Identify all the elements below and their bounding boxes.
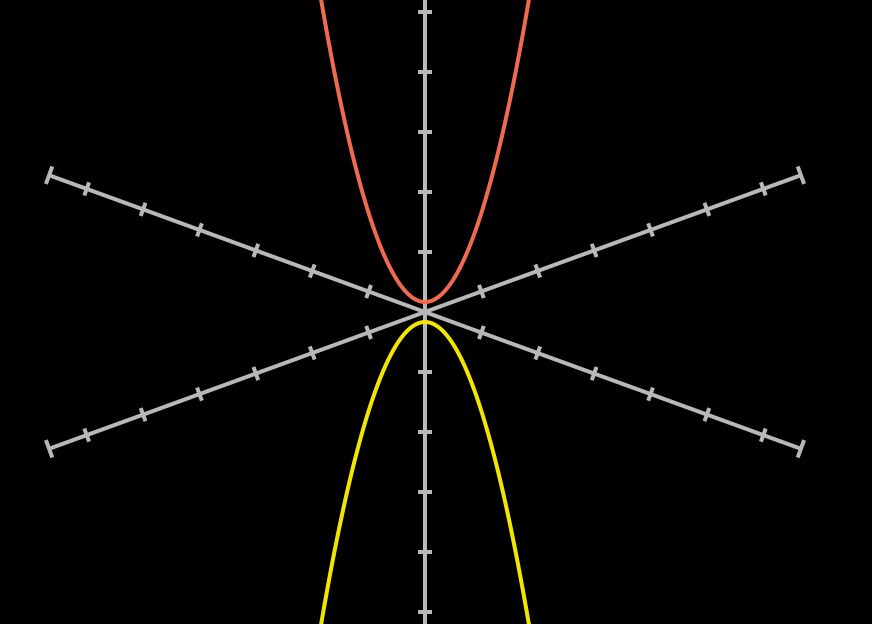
plot-3d-axes [0,0,872,624]
